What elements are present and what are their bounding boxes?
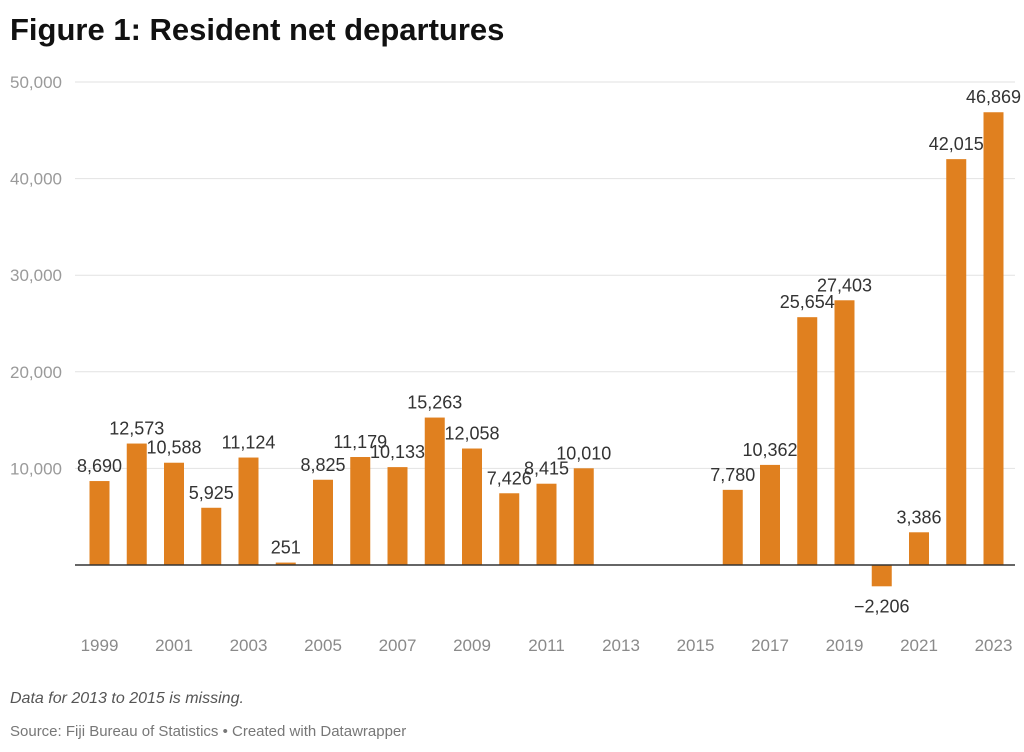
bar-2012: [573, 468, 594, 565]
data-label-2009: 12,058: [444, 424, 499, 444]
data-label-2016: 7,780: [710, 465, 755, 485]
y-tick-label: 20,000: [10, 363, 62, 382]
bar-2003: [238, 457, 259, 565]
bar-2006: [350, 457, 371, 565]
bar-2020: [871, 565, 892, 587]
bar-2017: [760, 464, 780, 565]
bar-chart: 10,000 20,000 30,000 40,000 50,000 8,690 12,57…: [10, 73, 1021, 655]
data-label-2018: 25,654: [780, 292, 835, 312]
bar-2008: [424, 417, 445, 565]
bar-2004: [275, 562, 296, 565]
x-tick-label: 2003: [230, 636, 268, 655]
x-tick-label: 2009: [453, 636, 491, 655]
bar-2009: [462, 448, 482, 565]
data-label-2001: 10,588: [146, 438, 201, 458]
y-tick-label: 30,000: [10, 266, 62, 285]
data-label-2012: 10,010: [556, 443, 611, 463]
bar-2011: [536, 483, 557, 565]
data-label-2008: 15,263: [407, 393, 462, 413]
bar-2018: [797, 317, 818, 565]
data-label-2007: 10,133: [370, 442, 425, 462]
x-tick-label: 2011: [528, 636, 565, 655]
bar-2016: [722, 489, 743, 565]
bar-2023: [983, 112, 1004, 566]
data-label-2011: 8,415: [524, 459, 569, 479]
bar-2022: [946, 159, 967, 565]
y-tick-label: 10,000: [10, 459, 62, 478]
data-label-2005: 8,825: [300, 455, 345, 475]
data-label-2020: −2,206: [854, 596, 910, 616]
bar-2010: [499, 493, 520, 565]
data-label-2021: 3,386: [896, 507, 941, 527]
x-tick-label: 2007: [379, 636, 417, 655]
y-tick-label: 50,000: [10, 73, 62, 92]
bar-2019: [834, 300, 855, 565]
data-label-2003: 11,124: [222, 433, 276, 453]
data-label-2006: 11,179: [333, 432, 387, 452]
x-tick-label: 1999: [81, 636, 119, 655]
chart-note: Data for 2013 to 2015 is missing.: [10, 690, 244, 707]
data-label-2000: 12,573: [109, 419, 164, 439]
data-label-1999: 8,690: [77, 456, 122, 476]
data-label-2017: 10,362: [742, 440, 797, 460]
x-tick-label: 2017: [751, 636, 789, 655]
y-tick-label: 40,000: [10, 170, 62, 189]
data-label-2019: 27,403: [817, 275, 872, 295]
x-tick-label: 2013: [602, 636, 640, 655]
x-tick-label: 2015: [677, 636, 715, 655]
data-label-2002: 5,925: [189, 483, 234, 503]
data-label-2023: 46,869: [966, 87, 1021, 107]
chart-title: Figure 1: Resident net departures: [10, 12, 505, 47]
x-tick-label: 2019: [826, 636, 864, 655]
x-tick-label: 2021: [900, 636, 938, 655]
bar-2007: [387, 467, 408, 565]
data-label-2022: 42,015: [929, 134, 984, 154]
bar-1999: [89, 481, 110, 565]
bar-2021: [909, 532, 929, 565]
data-label-2004: 251: [271, 538, 301, 558]
bar-2002: [201, 507, 222, 565]
x-tick-label: 2001: [155, 636, 193, 655]
bar-2005: [313, 479, 333, 565]
bar-2000: [126, 443, 147, 565]
x-tick-label: 2005: [304, 636, 342, 655]
chart-source: Source: Fiji Bureau of Statistics • Crea…: [10, 723, 407, 740]
x-tick-label: 2023: [975, 636, 1013, 655]
data-label-2010: 7,426: [487, 468, 532, 488]
bar-2001: [164, 462, 184, 565]
